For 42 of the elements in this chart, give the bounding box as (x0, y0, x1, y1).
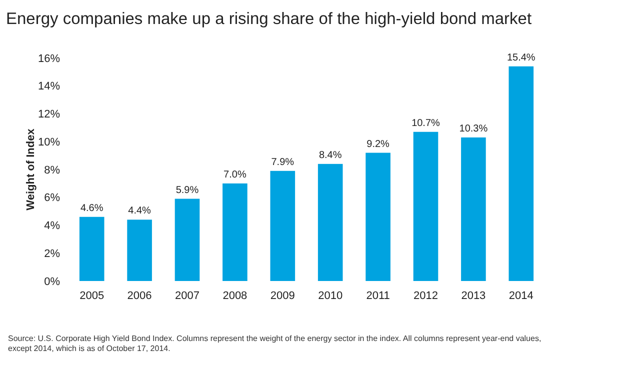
y-tick-label: 8% (44, 164, 60, 176)
bar (174, 198, 200, 281)
y-tick-label: 10% (38, 136, 60, 148)
y-tick-label: 12% (38, 108, 60, 121)
data-label: 7.0% (224, 169, 246, 180)
data-label: 7.9% (271, 156, 294, 168)
data-label: 4.4% (128, 206, 152, 217)
x-tick-label: 2010 (318, 290, 343, 302)
y-axis-title: Weight of Index (25, 128, 37, 210)
bar (127, 220, 152, 281)
data-label: 4.6% (80, 202, 104, 214)
chart-title: Energy companies make up a rising share of the high-yield bond market (6, 10, 532, 28)
data-label: 5.9% (176, 184, 199, 196)
data-label: 9.2% (366, 138, 390, 150)
x-tick-label: 2008 (222, 290, 248, 302)
data-label: 8.4% (318, 150, 342, 161)
y-tick-label: 14% (38, 80, 60, 93)
data-label: 10.3% (459, 123, 488, 134)
y-tick-label: 4% (44, 220, 60, 232)
data-label: 15.4% (506, 52, 536, 64)
bar (270, 170, 296, 281)
x-tick-label: 2006 (127, 290, 152, 302)
bar (366, 152, 390, 281)
x-tick-label: 2012 (414, 290, 438, 302)
x-tick-label: 2011 (366, 290, 390, 302)
x-tick-label: 2014 (508, 290, 534, 302)
bar (413, 132, 438, 281)
bar (318, 164, 343, 281)
x-tick-label: 2013 (461, 290, 486, 302)
y-tick-label: 0% (44, 276, 60, 288)
y-tick-label: 16% (38, 52, 60, 65)
data-label: 10.7% (412, 118, 440, 129)
x-tick-label: 2007 (175, 290, 200, 302)
y-tick-label: 2% (44, 248, 60, 260)
bar (508, 66, 534, 281)
x-tick-label: 2009 (270, 290, 295, 302)
bar (461, 137, 486, 281)
bar (79, 216, 104, 281)
source-note: Source: U.S. Corporate High Yield Bond Index. Columns represent the weight of the energy sector in the index. All columns represent year-end values, except 2014, which is as of October 17, 2014. (8, 334, 542, 353)
y-tick-label: 6% (44, 192, 60, 204)
x-tick-label: 2005 (80, 290, 104, 302)
bar (222, 183, 248, 281)
